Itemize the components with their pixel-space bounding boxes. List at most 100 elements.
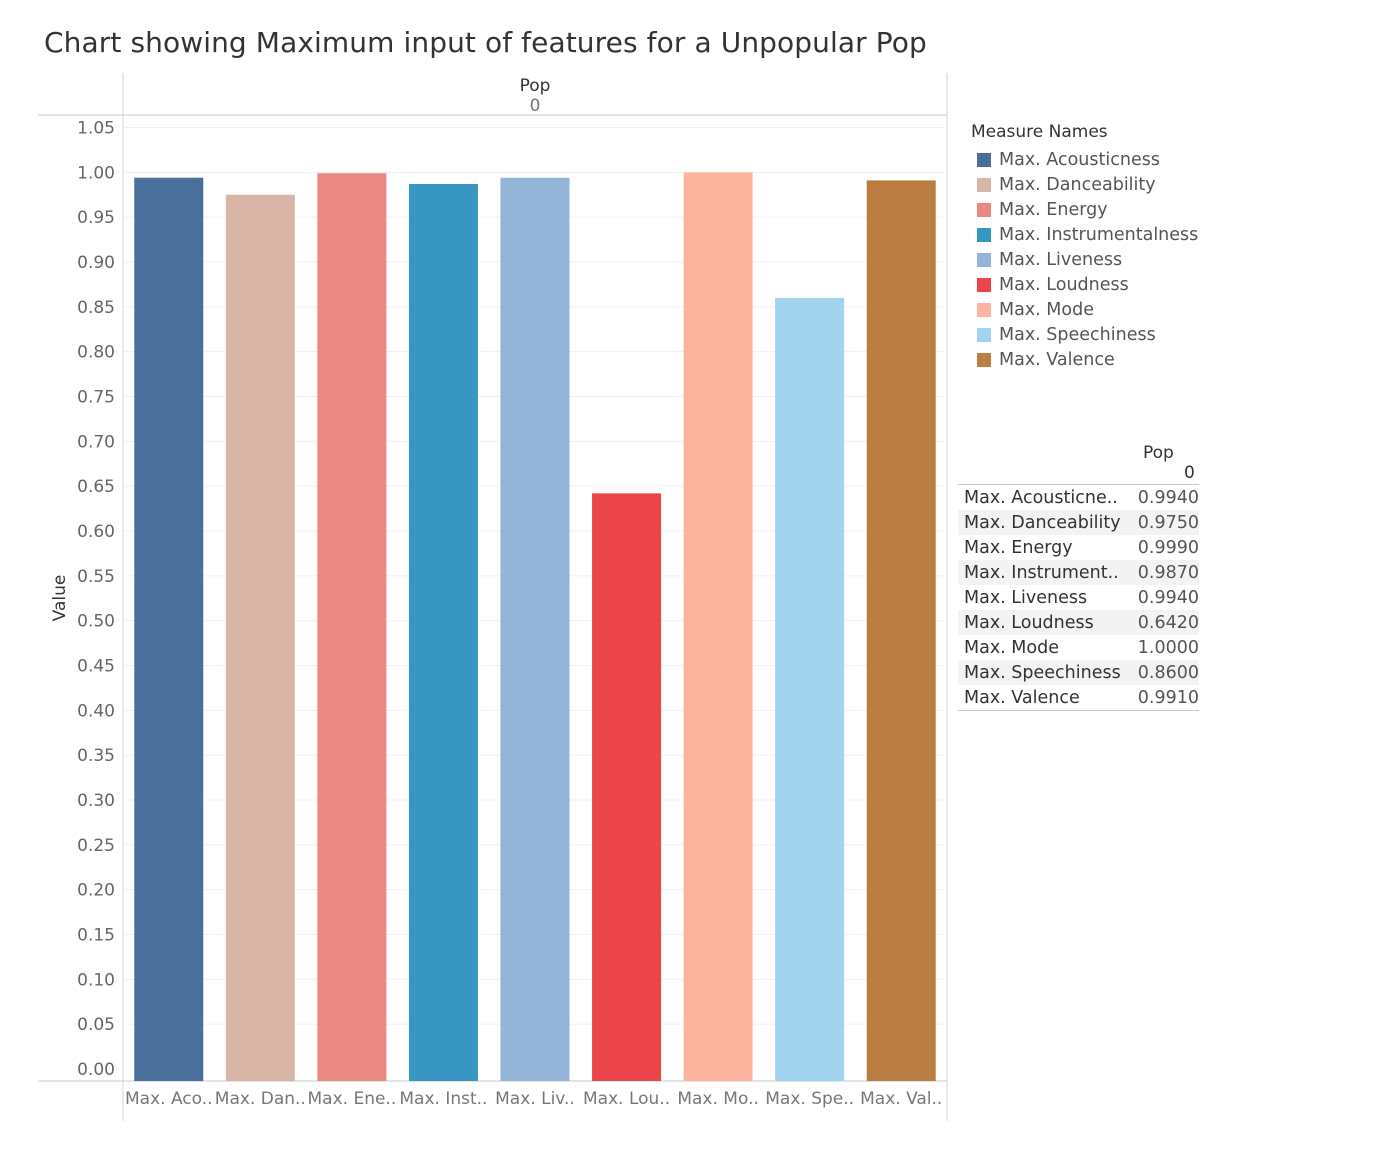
y-tick-label: 1.00 bbox=[77, 163, 115, 183]
legend-item[interactable]: Max. Speechiness bbox=[971, 322, 1198, 347]
table-row: Max. Instrument.. 0.9870 bbox=[958, 560, 1199, 585]
y-tick-label: 0.05 bbox=[77, 1015, 115, 1035]
y-tick-label: 0.35 bbox=[77, 746, 115, 766]
legend-swatch bbox=[977, 177, 991, 192]
y-tick-label: 0.60 bbox=[77, 522, 115, 542]
bar bbox=[866, 180, 936, 1082]
table-row-value: 0.9940 bbox=[1137, 587, 1199, 608]
table-row-label: Max. Danceability bbox=[964, 512, 1121, 533]
bar bbox=[775, 297, 845, 1081]
table-row-value: 0.9990 bbox=[1137, 537, 1199, 558]
y-tick-label: 0.20 bbox=[77, 881, 115, 901]
legend-label: Max. Danceability bbox=[999, 174, 1156, 195]
table-row: Max. Liveness 0.9940 bbox=[958, 585, 1199, 610]
table-row: Max. Danceability 0.9750 bbox=[958, 510, 1199, 535]
table-row: Max. Mode 1.0000 bbox=[958, 635, 1199, 660]
x-tick-label: Max. Mo.. bbox=[677, 1089, 759, 1109]
table-row-label: Max. Acousticne.. bbox=[964, 487, 1118, 508]
legend-label: Max. Instrumentalness bbox=[999, 224, 1199, 245]
legend-label: Max. Liveness bbox=[999, 249, 1123, 270]
legend-swatch bbox=[977, 352, 991, 367]
legend-item[interactable]: Max. Liveness bbox=[971, 247, 1198, 272]
table-row-label: Max. Liveness bbox=[964, 587, 1088, 608]
x-tick-label: Max. Lou.. bbox=[583, 1089, 670, 1109]
legend-swatch bbox=[977, 327, 991, 342]
x-tick-label: Max. Liv.. bbox=[495, 1089, 575, 1109]
y-tick-label: 0.75 bbox=[77, 388, 115, 408]
legend-item[interactable]: Max. Energy bbox=[971, 197, 1198, 222]
legend-label: Max. Speechiness bbox=[999, 324, 1156, 345]
table-row: Max. Energy 0.9990 bbox=[958, 535, 1199, 560]
table-row-value: 0.9870 bbox=[1137, 562, 1199, 583]
legend-item[interactable]: Max. Instrumentalness bbox=[971, 222, 1198, 247]
legend-label: Max. Acousticness bbox=[999, 149, 1160, 170]
y-tick-label: 0.00 bbox=[77, 1060, 115, 1080]
x-tick-label: Max. Spe.. bbox=[765, 1089, 854, 1109]
legend: Measure Names Max. Acousticness Max. Danc… bbox=[971, 122, 1198, 372]
table-row-label: Max. Loudness bbox=[964, 612, 1094, 633]
y-tick-label: 0.80 bbox=[77, 343, 115, 363]
legend-item[interactable]: Max. Danceability bbox=[971, 172, 1198, 197]
y-tick-label: 0.45 bbox=[77, 657, 115, 677]
x-tick-label: Max. Aco.. bbox=[125, 1089, 213, 1109]
y-tick-label: 1.05 bbox=[77, 119, 115, 139]
legend-label: Max. Loudness bbox=[999, 274, 1129, 295]
y-tick-label: 0.85 bbox=[77, 298, 115, 318]
table-header-value: 0 bbox=[1184, 463, 1195, 483]
legend-swatch bbox=[977, 277, 991, 292]
legend-item[interactable]: Max. Valence bbox=[971, 347, 1198, 372]
table-row-value: 0.8600 bbox=[1137, 662, 1199, 683]
y-tick-label: 0.30 bbox=[77, 791, 115, 811]
legend-label: Max. Energy bbox=[999, 199, 1108, 220]
legend-item[interactable]: Max. Mode bbox=[971, 297, 1198, 322]
table-row-value: 0.9940 bbox=[1137, 487, 1199, 508]
bar bbox=[408, 183, 478, 1082]
y-tick-label: 0.50 bbox=[77, 612, 115, 632]
bar bbox=[683, 172, 753, 1082]
bar bbox=[134, 177, 204, 1082]
table-row-value: 0.6420 bbox=[1137, 612, 1199, 633]
legend-swatch bbox=[977, 152, 991, 167]
chart-title: Chart showing Maximum input of features … bbox=[44, 26, 927, 59]
legend-swatch bbox=[977, 227, 991, 242]
table-header-field: Pop bbox=[1143, 443, 1174, 463]
table-row: Max. Speechiness 0.8600 bbox=[958, 660, 1199, 685]
table-row: Max. Acousticne.. 0.9940 bbox=[958, 485, 1199, 510]
y-tick-label: 0.70 bbox=[77, 432, 115, 452]
x-tick-label: Max. Ene.. bbox=[308, 1089, 397, 1109]
y-tick-label: 0.40 bbox=[77, 701, 115, 721]
legend-item[interactable]: Max. Acousticness bbox=[971, 147, 1198, 172]
table-row: Max. Valence 0.9910 bbox=[958, 685, 1199, 710]
legend-item[interactable]: Max. Loudness bbox=[971, 272, 1198, 297]
table-row: Max. Loudness 0.6420 bbox=[958, 610, 1199, 635]
y-axis-title: Value bbox=[50, 575, 70, 622]
y-tick-label: 0.15 bbox=[77, 926, 115, 946]
legend-swatch bbox=[977, 302, 991, 317]
y-tick-label: 0.90 bbox=[77, 253, 115, 273]
table-row-value: 1.0000 bbox=[1137, 637, 1199, 658]
bar bbox=[500, 177, 570, 1082]
x-tick-label: Max. Val.. bbox=[860, 1089, 942, 1109]
bar bbox=[592, 493, 662, 1082]
table-header: Pop 0 bbox=[958, 443, 1199, 484]
legend-swatch bbox=[977, 202, 991, 217]
legend-title: Measure Names bbox=[971, 122, 1108, 142]
y-tick-label: 0.65 bbox=[77, 477, 115, 497]
table-row-label: Max. Instrument.. bbox=[964, 562, 1119, 583]
table-row-label: Max. Mode bbox=[964, 637, 1059, 658]
bar bbox=[225, 194, 295, 1081]
y-tick-label: 0.95 bbox=[77, 208, 115, 228]
table-rows: Max. Acousticne.. 0.9940 Max. Danceability… bbox=[958, 484, 1199, 711]
values-table: Pop 0 Max. Acousticne.. 0.9940 Max. Dancea… bbox=[958, 443, 1199, 711]
x-tick-label: Max. Dan.. bbox=[215, 1089, 306, 1109]
column-header-value: 0 bbox=[530, 96, 541, 116]
table-row-label: Max. Valence bbox=[964, 687, 1080, 708]
legend-swatch bbox=[977, 252, 991, 267]
y-tick-label: 0.55 bbox=[77, 567, 115, 587]
table-row-label: Max. Speechiness bbox=[964, 662, 1121, 683]
bar bbox=[317, 173, 387, 1082]
legend-label: Max. Valence bbox=[999, 349, 1115, 370]
column-header-field: Pop bbox=[520, 76, 551, 96]
y-tick-label: 0.10 bbox=[77, 970, 115, 990]
